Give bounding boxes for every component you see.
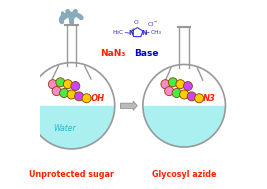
Circle shape: [56, 78, 65, 87]
Circle shape: [48, 80, 57, 89]
Text: Cl: Cl: [134, 20, 139, 25]
Text: Cl$^-$: Cl$^-$: [147, 19, 159, 28]
FancyArrow shape: [120, 101, 137, 110]
Polygon shape: [67, 25, 76, 66]
Circle shape: [183, 82, 193, 91]
Circle shape: [71, 82, 80, 91]
Text: Base: Base: [134, 49, 159, 58]
Circle shape: [63, 80, 72, 89]
Circle shape: [143, 64, 225, 147]
Circle shape: [52, 87, 61, 96]
Text: N: N: [141, 30, 146, 36]
Circle shape: [195, 94, 204, 103]
Circle shape: [176, 80, 185, 89]
Polygon shape: [29, 63, 115, 106]
Circle shape: [60, 88, 69, 98]
Circle shape: [82, 94, 91, 103]
Text: H₃C: H₃C: [113, 30, 124, 35]
Circle shape: [29, 63, 115, 149]
Polygon shape: [143, 64, 225, 106]
Text: Unprotected sugar: Unprotected sugar: [29, 170, 114, 179]
Text: N3: N3: [203, 94, 216, 103]
Text: CH₃: CH₃: [151, 30, 162, 35]
Polygon shape: [179, 27, 189, 68]
Text: +: +: [130, 27, 134, 33]
Text: Water: Water: [53, 124, 75, 133]
Text: OH: OH: [90, 94, 104, 103]
Circle shape: [67, 90, 76, 99]
Polygon shape: [166, 68, 203, 80]
Circle shape: [168, 78, 177, 87]
Text: NaN₃: NaN₃: [100, 49, 125, 58]
Text: Glycosyl azide: Glycosyl azide: [152, 170, 217, 179]
Circle shape: [161, 80, 170, 89]
Circle shape: [165, 87, 174, 96]
Text: N: N: [128, 30, 134, 36]
Polygon shape: [52, 66, 91, 79]
Circle shape: [74, 92, 84, 101]
Circle shape: [172, 88, 181, 98]
Circle shape: [180, 90, 189, 99]
Circle shape: [187, 92, 196, 101]
